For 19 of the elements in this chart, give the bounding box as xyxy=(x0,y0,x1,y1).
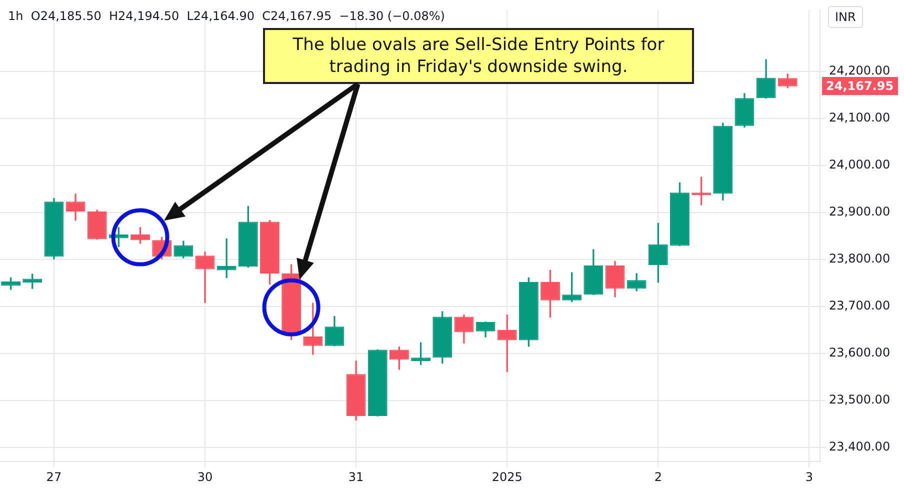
y-tick-label: 23,900.00 xyxy=(829,204,890,219)
y-tick-label: 23,600.00 xyxy=(829,346,890,360)
x-tick-label: 2025 xyxy=(492,470,522,484)
x-tick-label: 31 xyxy=(348,470,364,484)
x-tick-label: 30 xyxy=(197,470,213,484)
y-tick-label: 23,800.00 xyxy=(829,252,890,266)
chart-title: 1h O24,185.50 H24,194.50 L24,164.90 C24,167.95 −18.30 (−0.08%) xyxy=(8,9,445,23)
y-tick-label: 23,400.00 xyxy=(829,440,890,454)
y-tick-label: 23,700.00 xyxy=(829,298,890,313)
x-tick-label: 2 xyxy=(654,470,662,484)
text: INR xyxy=(828,6,863,28)
candlestick xyxy=(216,238,236,278)
y-tick-label: 24,200.00 xyxy=(829,63,890,78)
x-tick-label: 3 xyxy=(805,470,814,484)
y-tick-label: 23,500.00 xyxy=(829,392,890,407)
y-tick-label: 24,100.00 xyxy=(829,110,890,124)
y-tick-label: 24,000.00 xyxy=(829,157,890,172)
text: 24,167.95 xyxy=(822,77,898,96)
x-tick-label: 27 xyxy=(46,470,62,484)
